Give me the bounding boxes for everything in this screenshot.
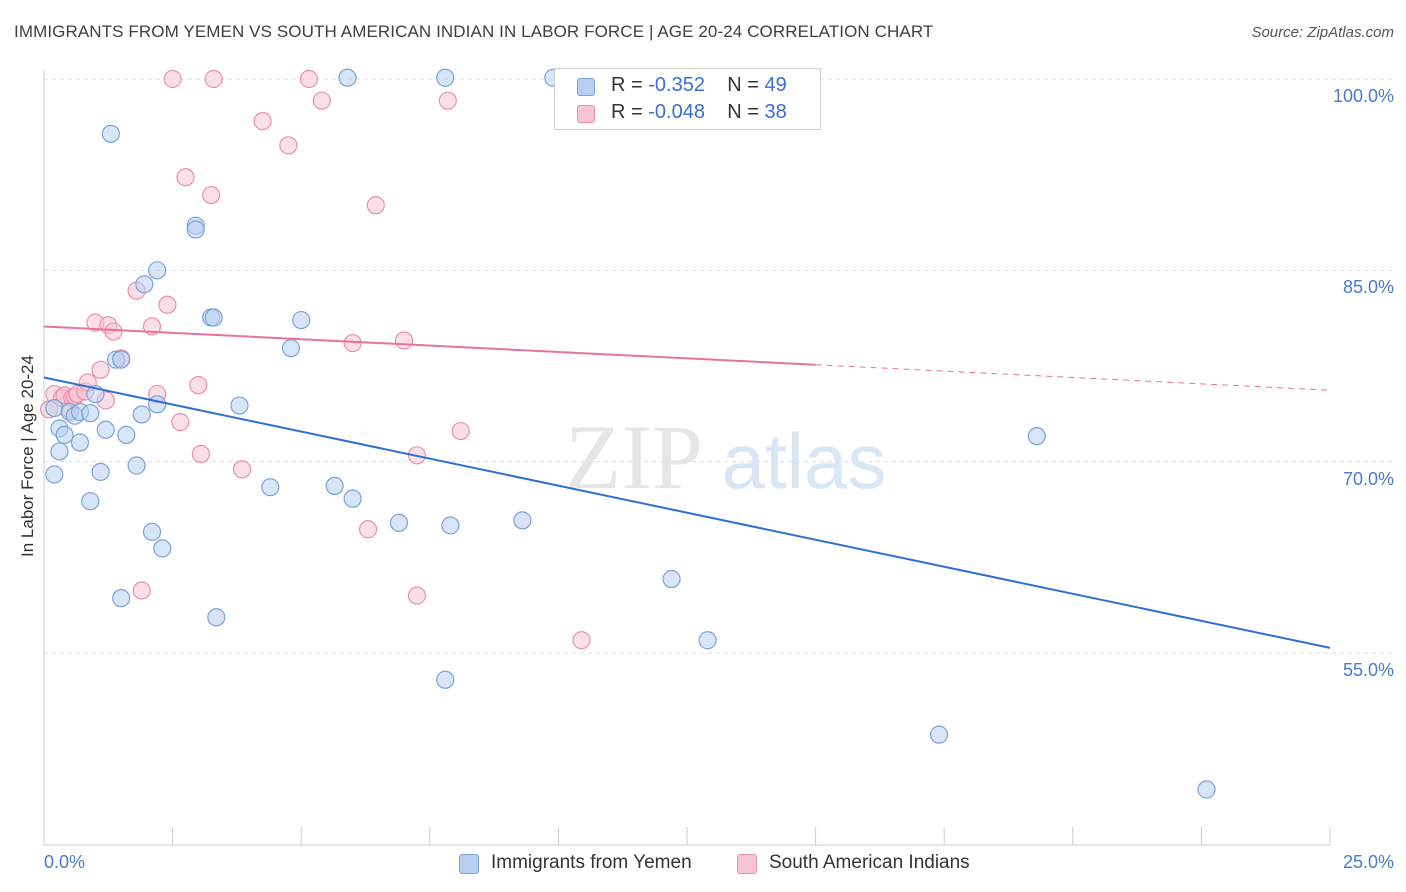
yemen-point xyxy=(513,511,532,530)
trend-line-yemen xyxy=(43,376,1331,649)
legend-swatch-pink xyxy=(737,854,757,874)
trend-line-south-american-indians xyxy=(43,325,816,366)
south-american-indians-point xyxy=(438,91,457,110)
yemen-point xyxy=(81,404,100,423)
yemen-point xyxy=(148,261,167,280)
yemen-point xyxy=(436,68,455,87)
yemen-point xyxy=(204,308,223,327)
yemen-point xyxy=(292,310,311,330)
yemen-point xyxy=(55,425,74,444)
south-american-indians-point xyxy=(407,586,427,605)
series-legend: Immigrants from Yemen South American Ind… xyxy=(0,852,1406,878)
legend-n-label: N = xyxy=(727,101,759,123)
legend-r-label: R = xyxy=(611,101,643,123)
yemen-point xyxy=(101,124,120,143)
y-axis-label: In Labor Force | Age 20-24 xyxy=(18,355,37,557)
legend-r-value: -0.048 xyxy=(648,101,705,123)
watermark: ZIP atlas xyxy=(565,406,886,508)
yemen-point xyxy=(132,405,151,424)
yemen-point xyxy=(436,670,455,689)
yemen-point xyxy=(441,516,460,535)
y-tick-label: 70.0% xyxy=(1342,468,1394,489)
yemen-point xyxy=(45,398,64,418)
yemen-point xyxy=(112,350,131,369)
south-american-indians-point xyxy=(176,168,195,187)
south-american-indians-point xyxy=(279,136,298,155)
yemen-point xyxy=(1027,427,1046,446)
chart-title: IMMIGRANTS FROM YEMEN VS SOUTH AMERICAN … xyxy=(14,22,934,41)
legend-swatch-pink xyxy=(577,105,595,123)
yemen-point xyxy=(698,631,717,650)
south-american-indians-point xyxy=(312,91,331,110)
legend-label-south-american-indians: South American Indians xyxy=(769,852,970,873)
legend-swatch-blue xyxy=(577,78,595,96)
south-american-indians-point xyxy=(91,360,110,379)
axes xyxy=(43,70,1331,846)
yemen-point xyxy=(662,569,681,589)
yemen-point xyxy=(127,456,146,475)
south-american-indians-point xyxy=(358,520,378,539)
yemen-point xyxy=(338,68,357,87)
x-tick-label-min: 0.0% xyxy=(44,852,86,872)
y-tick-label: 100.0% xyxy=(1332,86,1394,106)
grid-lines xyxy=(44,78,1392,654)
south-american-indians-point xyxy=(451,421,470,441)
trend-lines xyxy=(43,325,1331,649)
y-tick-label: 55.0% xyxy=(1342,660,1394,680)
x-tick-label-max: 25.0% xyxy=(1342,852,1394,872)
south-american-indians-point xyxy=(394,331,414,350)
south-american-indians-point xyxy=(191,444,210,464)
legend-n-value: 38 xyxy=(764,101,787,123)
legend-r-value: -0.352 xyxy=(648,74,705,96)
yemen-point xyxy=(70,433,90,452)
south-american-indians-point xyxy=(132,581,151,600)
yemen-point xyxy=(1197,780,1216,799)
yemen-point xyxy=(50,442,69,461)
south-american-indians-point xyxy=(163,69,182,89)
legend-swatch-blue xyxy=(459,854,479,874)
y-tick-label: 85.0% xyxy=(1342,277,1394,298)
yemen-point xyxy=(148,395,167,414)
yemen-point xyxy=(81,492,100,511)
yemen-point xyxy=(91,462,110,481)
south-american-indians-point xyxy=(299,69,319,89)
yemen-point xyxy=(135,275,154,294)
yemen-point xyxy=(112,589,131,608)
yemen-point xyxy=(325,476,344,496)
legend-label-yemen: Immigrants from Yemen xyxy=(491,852,692,873)
yemen-point xyxy=(45,465,64,484)
south-american-indians-point xyxy=(232,460,252,479)
south-american-indians-point xyxy=(202,185,221,205)
south-american-indians-point xyxy=(572,631,591,650)
watermark-zip: ZIP xyxy=(565,406,703,508)
yemen-point xyxy=(207,608,226,627)
yemen-point xyxy=(96,420,115,439)
yemen-point xyxy=(281,339,301,358)
yemen-point xyxy=(343,489,362,508)
legend-n-label: N = xyxy=(727,74,759,96)
source-label: Source: ZipAtlas.com xyxy=(1251,24,1394,41)
correlation-legend: R = -0.352 N = 49 R = -0.048 N = 38 xyxy=(554,68,821,130)
series-yemen-points xyxy=(45,68,1216,799)
south-american-indians-point xyxy=(104,322,123,341)
yemen-point xyxy=(186,220,205,239)
watermark-atlas: atlas xyxy=(722,417,887,505)
south-american-indians-point xyxy=(189,376,208,395)
south-american-indians-point xyxy=(171,413,190,432)
south-american-indians-point xyxy=(204,69,223,89)
trend-line-south-american-indians-extension xyxy=(815,364,1331,391)
yemen-point xyxy=(929,725,949,744)
legend-n-value: 49 xyxy=(764,74,787,96)
yemen-point xyxy=(142,522,162,541)
yemen-point xyxy=(117,425,136,444)
south-american-indians-point xyxy=(253,111,272,131)
south-american-indians-point xyxy=(366,196,385,215)
yemen-point xyxy=(230,396,249,415)
yemen-point xyxy=(261,478,280,497)
yemen-point xyxy=(389,513,409,532)
legend-r-label: R = xyxy=(611,74,643,96)
south-american-indians-point xyxy=(158,295,177,314)
yemen-point xyxy=(153,539,172,558)
